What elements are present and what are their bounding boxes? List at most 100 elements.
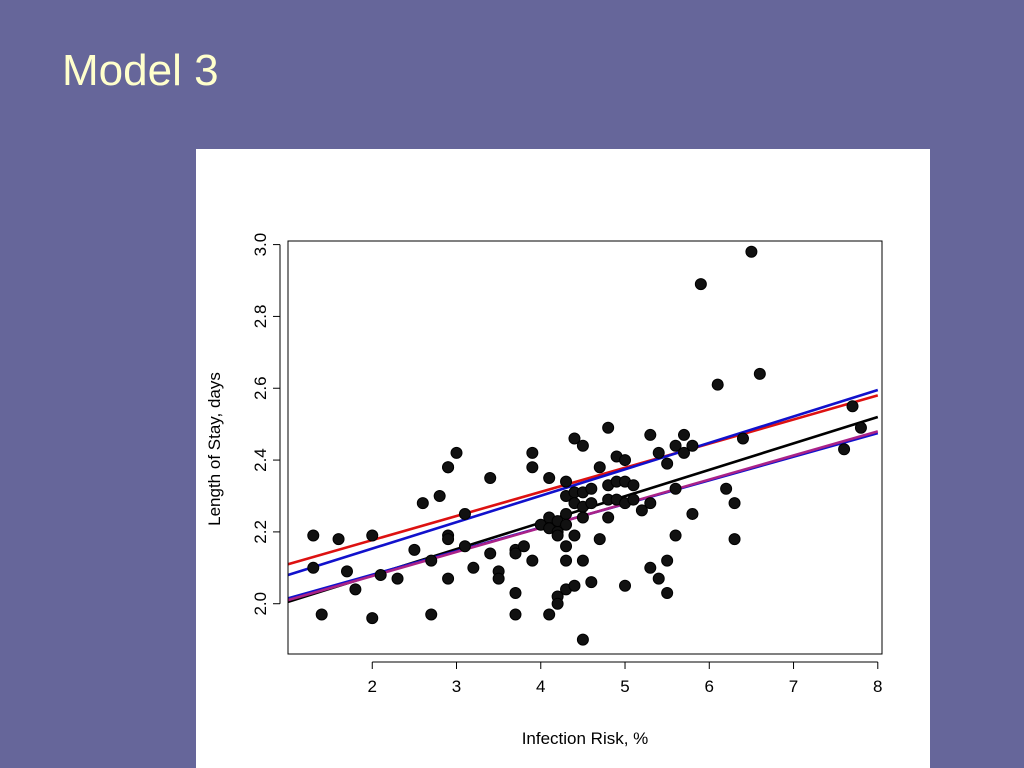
data-point (484, 472, 497, 485)
data-point (425, 608, 438, 621)
x-tick-label: 3 (452, 677, 461, 696)
data-point (450, 446, 463, 459)
x-tick-label: 6 (705, 677, 714, 696)
data-point (340, 565, 353, 578)
data-point (458, 507, 471, 520)
x-tick-label: 2 (368, 677, 377, 696)
data-point (593, 533, 606, 546)
data-point (678, 446, 690, 459)
data-point (509, 547, 522, 560)
x-axis-label: Infection Risk, % (522, 729, 649, 748)
data-point (652, 446, 665, 459)
data-point (366, 529, 379, 542)
data-point (711, 378, 724, 391)
data-point (433, 489, 446, 502)
data-point (652, 572, 665, 585)
y-tick-label: 2.6 (251, 376, 270, 400)
data-point (593, 461, 606, 474)
x-tick-label: 5 (620, 677, 629, 696)
y-tick-label: 2.4 (251, 448, 270, 472)
data-point (661, 586, 674, 599)
data-point (416, 497, 429, 510)
data-point (551, 529, 564, 542)
y-axis: 2.0 2.2 2.4 2.6 2.8 3.0 (251, 233, 281, 616)
data-point (425, 554, 438, 567)
data-point (627, 493, 640, 506)
data-point (644, 497, 657, 510)
data-point (728, 497, 741, 510)
data-point (442, 461, 455, 474)
data-point (619, 454, 632, 467)
data-point (526, 461, 539, 474)
data-point (458, 540, 471, 553)
data-point (442, 572, 455, 585)
data-points (307, 245, 867, 646)
fit-line-3 (287, 388, 879, 577)
data-point (838, 443, 851, 456)
data-point (576, 439, 589, 452)
data-point (332, 533, 345, 546)
data-point (543, 608, 556, 621)
data-point (669, 439, 682, 452)
data-point (442, 533, 455, 546)
data-point (560, 540, 573, 553)
data-point (315, 608, 328, 621)
data-point (694, 278, 707, 291)
data-point (602, 511, 615, 524)
data-point (467, 561, 480, 574)
data-point (568, 529, 581, 542)
data-point (661, 554, 674, 567)
data-point (736, 432, 749, 445)
y-tick-label: 2.8 (251, 305, 270, 329)
data-point (627, 479, 640, 492)
data-point (854, 421, 867, 434)
data-point (307, 561, 320, 574)
y-tick-label: 2.0 (251, 592, 270, 616)
data-point (669, 529, 682, 542)
data-point (602, 421, 615, 434)
data-point (576, 511, 589, 524)
data-point (509, 586, 522, 599)
slide-title: Model 3 (62, 46, 219, 95)
data-point (568, 432, 581, 445)
data-point (644, 428, 657, 441)
plot-frame (287, 240, 883, 655)
data-point (484, 547, 497, 560)
data-point (560, 518, 573, 531)
data-point (374, 568, 387, 581)
plot-panel: 2 3 4 5 6 7 8 2.0 2.2 2.4 2.6 2.8 3.0 Infection Ris… (196, 149, 930, 768)
x-tick-label: 8 (873, 677, 882, 696)
data-point (576, 554, 589, 567)
data-point (517, 540, 530, 553)
data-point (568, 579, 581, 592)
y-tick-label: 3.0 (251, 233, 270, 257)
data-point (661, 457, 674, 470)
data-point (678, 428, 690, 441)
x-axis: 2 3 4 5 6 7 8 (368, 661, 883, 696)
data-point (526, 554, 539, 567)
data-point (686, 507, 699, 520)
y-axis-label: Length of Stay, days (205, 372, 224, 526)
x-tick-label: 7 (789, 677, 798, 696)
data-point (619, 579, 632, 592)
data-point (509, 608, 522, 621)
data-point (543, 472, 556, 485)
data-point (585, 576, 598, 589)
data-point (391, 572, 404, 585)
data-point (408, 543, 421, 556)
data-point (728, 533, 741, 546)
data-point (526, 446, 539, 459)
scatter-chart: 2 3 4 5 6 7 8 2.0 2.2 2.4 2.6 2.8 3.0 Infection Ris… (205, 233, 883, 748)
data-point (349, 583, 362, 596)
y-tick-label: 2.2 (251, 520, 270, 544)
data-point (560, 475, 573, 488)
data-point (585, 482, 598, 495)
data-point (560, 507, 573, 520)
data-point (669, 482, 682, 495)
data-point (644, 561, 657, 574)
data-point (745, 245, 758, 258)
data-point (560, 554, 573, 567)
x-tick-label: 4 (536, 677, 545, 696)
fit-line-2 (287, 394, 879, 566)
data-point (307, 529, 320, 542)
